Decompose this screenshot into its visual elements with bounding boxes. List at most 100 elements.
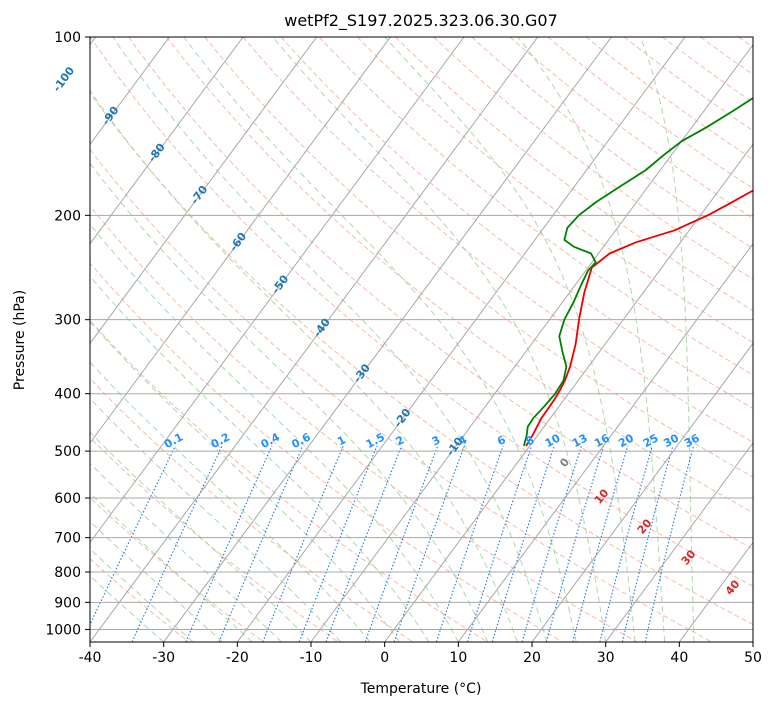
y-axis-label: Pressure (hPa)	[12, 290, 28, 390]
dry-adiabat-line-5	[90, 262, 563, 642]
mixing-ratio-line-8	[393, 445, 465, 642]
isotherm-line-7	[90, 37, 170, 146]
isotherm-line-9	[90, 37, 318, 345]
isotherm-line-19	[605, 442, 753, 642]
mixing-ratio-label-5: 1.5	[364, 430, 387, 451]
mixing-ratio-label-16: 30	[661, 431, 681, 450]
mixing-ratio-line-1	[131, 445, 223, 642]
temperature-profile-line	[525, 189, 753, 447]
mixing-ratio-label-15: 25	[641, 431, 661, 450]
dry-adiabat-line-16	[357, 37, 753, 344]
x-tick-label-5: 10	[449, 650, 467, 666]
mixing-ratio-line-0	[90, 445, 176, 626]
mixing-ratio-line-5	[298, 445, 378, 642]
mixing-ratio-label-0: 0.1	[162, 430, 185, 451]
moist-adiabat-line-7	[90, 361, 371, 642]
dry-adiabat-line-21	[547, 37, 753, 190]
moist-adiabat-line-2	[90, 520, 223, 642]
mixing-ratio-line-7	[364, 445, 439, 642]
line-labels: -100-90-80-70-60-50-40-30-20-100.1 0.2 0.4…	[50, 64, 742, 598]
isotherm-line-18	[531, 342, 753, 642]
moist-adiabat-label-1: 10	[592, 486, 612, 506]
dry-adiabat-line-22	[585, 37, 753, 161]
chart-title: wetPf2_S197.2025.323.06.30.G07	[284, 11, 558, 31]
mixing-ratio-line-13	[545, 445, 605, 642]
dewpoint-profile-line	[523, 96, 753, 447]
mixing-ratio-line-9	[435, 445, 504, 642]
x-axis: -40 -30 -20 -10 0 10 20 30 40 50	[79, 642, 762, 666]
isotherm-label-1: -90	[99, 104, 121, 128]
grid-lines	[90, 37, 753, 642]
mixing-ratio-line-10	[466, 445, 533, 642]
moist-adiabat-label-3: 30	[679, 547, 699, 567]
series-group	[523, 96, 753, 447]
mixing-ratio-label-12: 13	[570, 431, 590, 450]
isotherm-label-7: -30	[351, 361, 373, 385]
dry-adiabat-line-4	[90, 319, 488, 642]
x-axis-label: Temperature (°C)	[360, 681, 482, 697]
y-tick-label-5: 600	[54, 491, 81, 507]
moist-adiabat-line-18	[640, 37, 695, 642]
moist-adiabat-line-11	[90, 162, 489, 642]
dry-adiabat-line-23	[623, 37, 753, 132]
dry-adiabat-line-25	[700, 37, 753, 76]
isotherm-line-17	[457, 242, 753, 642]
isotherm-label-8: -20	[391, 406, 413, 430]
x-tick-label-3: -10	[300, 650, 323, 666]
dry-adiabat-line-2	[90, 436, 339, 642]
isotherm-line-21	[752, 641, 753, 642]
moist-adiabat-line-9	[90, 275, 430, 642]
y-tick-label-0: 100	[54, 30, 81, 46]
mixing-ratio-label-1: 0.2	[209, 431, 232, 452]
x-tick-label-2: -20	[226, 650, 249, 666]
moist-adiabat-line-0	[90, 575, 165, 642]
moist-adiabat-line-12	[90, 89, 518, 642]
dry-adiabat-line-15	[318, 37, 753, 376]
mixing-ratio-line-11	[491, 445, 555, 642]
dry-adiabat-line-1	[90, 496, 264, 642]
x-tick-label-0: -40	[79, 650, 102, 666]
y-tick-label-7: 800	[54, 565, 81, 581]
dry-adiabat-line-24	[662, 37, 753, 104]
x-tick-label-4: 0	[380, 650, 389, 666]
dry-adiabat-line-26	[738, 37, 753, 48]
mixing-ratio-label-9: 6	[495, 433, 508, 448]
mixing-ratio-line-16	[621, 445, 674, 642]
isotherm-line-15	[310, 43, 753, 642]
y-axis: 100 200 300 400 500 600 700 800 900 1000	[45, 30, 90, 638]
mixing-ratio-line-17	[644, 445, 695, 642]
moist-adiabat-line-17	[517, 37, 666, 642]
x-tick-label-7: 30	[597, 650, 615, 666]
mixing-ratio-line-3	[218, 445, 304, 642]
x-tick-label-8: 40	[670, 650, 688, 666]
dry-adiabat-line-13	[242, 37, 753, 443]
y-tick-label-3: 400	[54, 387, 81, 403]
mixing-ratio-label-17: 36	[682, 431, 702, 450]
mixing-ratio-line-4	[262, 445, 344, 642]
mixing-ratio-label-6: 2	[394, 433, 407, 448]
moist-adiabat-label-2: 20	[635, 516, 655, 536]
moist-adiabat-line-5	[90, 431, 312, 642]
mixing-ratio-label-11: 10	[543, 431, 563, 450]
dry-adiabat-line-6	[90, 205, 638, 642]
y-tick-label-6: 700	[54, 531, 81, 547]
isotherm-label-5: -50	[269, 272, 291, 296]
mixing-ratio-label-10: 8	[524, 433, 537, 448]
isotherm-line-8	[90, 37, 244, 245]
moist-adiabat-line-10	[90, 223, 459, 642]
y-tick-label-9: 1000	[45, 622, 81, 638]
isotherm-line-10	[90, 37, 391, 444]
moist-adiabat-line-6	[90, 397, 341, 642]
y-tick-label-1: 200	[54, 208, 81, 224]
isotherm-line-20	[678, 541, 753, 642]
mixing-ratio-line-6	[325, 445, 403, 642]
moist-adiabat-label-0: 0	[557, 455, 572, 469]
dry-adiabat-line-20	[509, 37, 753, 219]
isotherm-line-13	[163, 37, 612, 642]
mixing-ratio-line-14	[572, 445, 629, 642]
dry-adiabat-line-18	[433, 37, 753, 280]
x-tick-label-9: 50	[744, 650, 762, 666]
moist-adiabat-line-16	[384, 37, 636, 642]
moist-adiabat-line-3	[90, 492, 253, 642]
